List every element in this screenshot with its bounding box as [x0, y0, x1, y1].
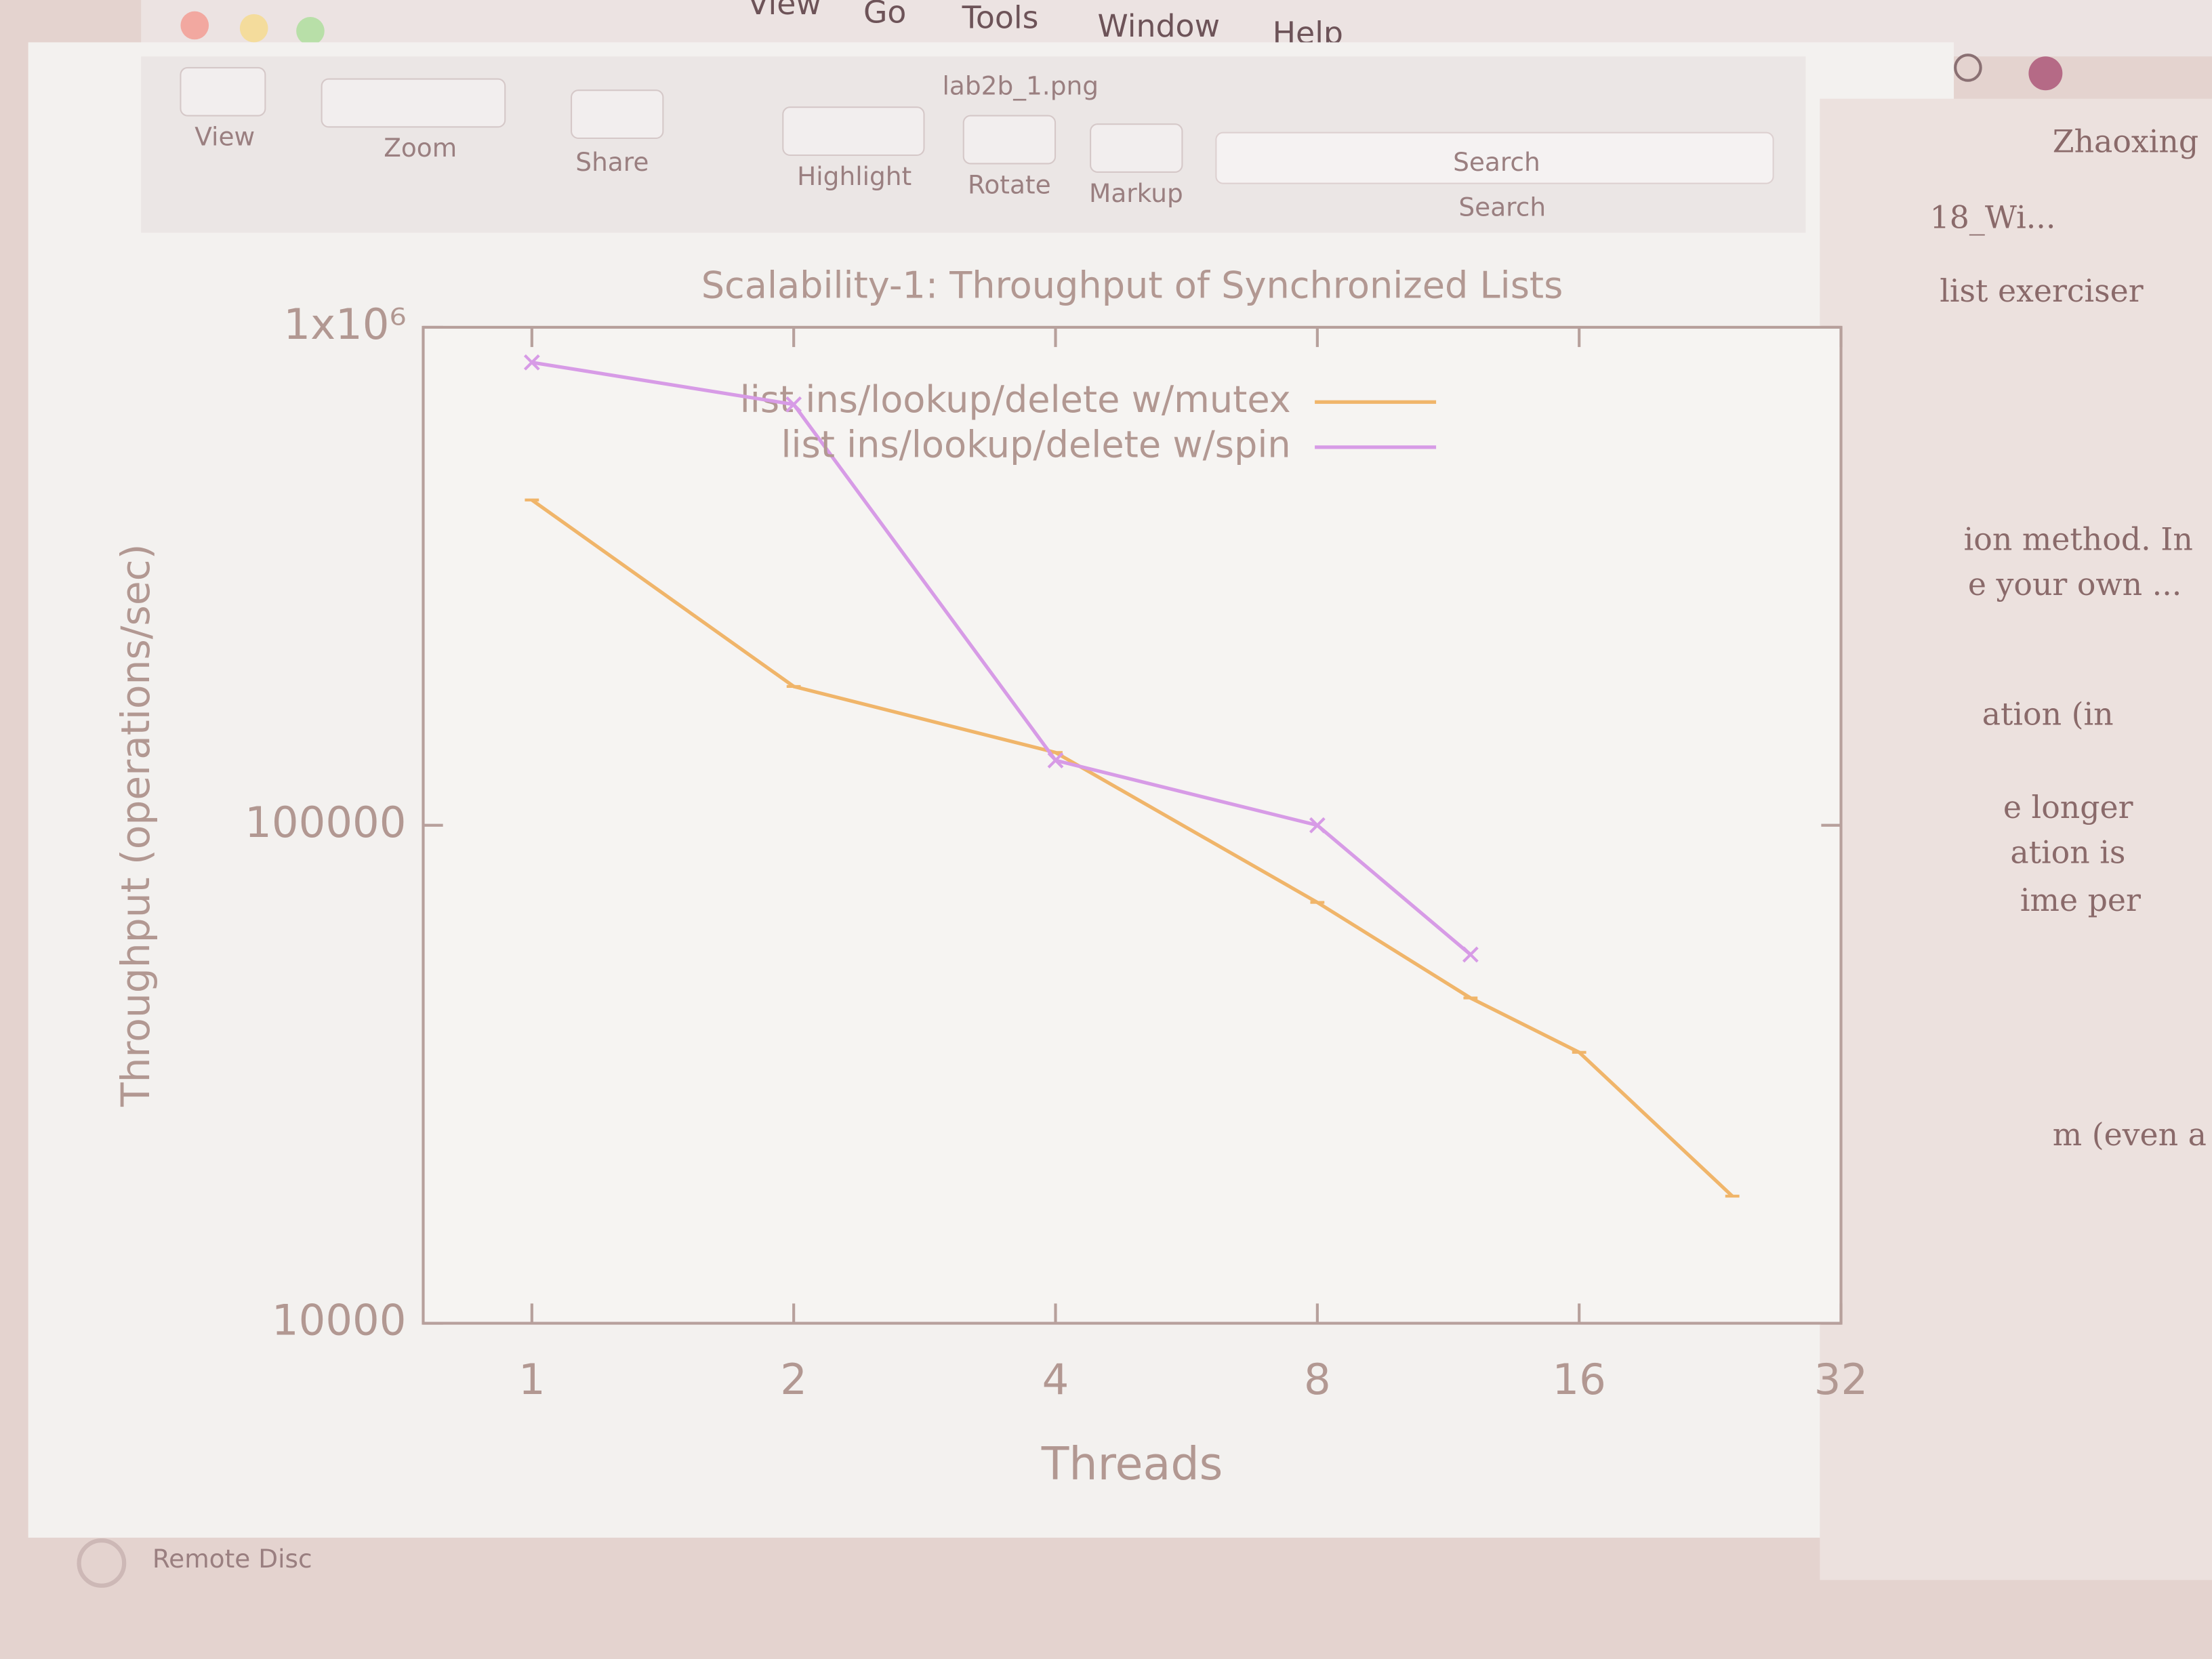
x-tick-label: 2 — [780, 1355, 807, 1404]
x-tick-label: 8 — [1304, 1355, 1331, 1404]
legend-label: list ins/lookup/delete w/mutex — [740, 378, 1291, 421]
toolbar-label: Share — [575, 147, 649, 177]
panel-line: e your own ... — [1968, 566, 2182, 602]
rotate-button[interactable] — [962, 115, 1057, 165]
minimize-button[interactable] — [239, 14, 268, 43]
y-tick-label: 1x10⁶ — [283, 300, 406, 349]
plot-frame — [422, 325, 1843, 1325]
x-tick-label: 16 — [1552, 1355, 1605, 1404]
y-axis-label: Throughput (operations/sec) — [112, 544, 159, 1107]
menu-item[interactable]: Window — [1098, 7, 1221, 44]
siri-icon[interactable] — [2028, 56, 2063, 91]
panel-line: ation (in — [1982, 695, 2114, 732]
close-button[interactable] — [180, 11, 209, 40]
menu-item[interactable]: Tools — [962, 0, 1039, 36]
data-point — [785, 396, 802, 413]
view-button[interactable] — [180, 66, 266, 117]
markup-button[interactable] — [1090, 123, 1183, 173]
y-tick-label: 10000 — [272, 1296, 407, 1345]
data-point — [1047, 752, 1064, 769]
chart-title: Scalability-1: Throughput of Synchronize… — [701, 264, 1563, 306]
toolbar-label: Markup — [1089, 178, 1183, 208]
disc-icon — [77, 1538, 127, 1588]
zoom-buttons[interactable] — [321, 78, 506, 128]
y-tick-label: 100000 — [245, 798, 406, 847]
x-tick-label: 1 — [518, 1355, 546, 1404]
menu-item[interactable]: Go — [863, 0, 906, 30]
window-title[interactable]: lab2b_1.png — [943, 71, 1099, 101]
x-tick-label: 32 — [1814, 1355, 1868, 1404]
toolbar-label: Highlight — [797, 161, 912, 191]
panel-line: ation is — [2010, 834, 2125, 870]
panel-heading: list exerciser — [1940, 272, 2143, 309]
zoom-button[interactable] — [296, 16, 325, 45]
menu-item[interactable]: View — [747, 0, 821, 22]
panel-tab[interactable]: 18_Wi... — [1930, 199, 2056, 236]
panel-line: e longer — [2003, 789, 2133, 825]
panel-line: ime per — [2020, 882, 2141, 918]
toolbar-label: Rotate — [968, 169, 1051, 199]
panel-line: m (even a — [2053, 1116, 2207, 1153]
data-point — [1309, 817, 1326, 834]
legend-label: list ins/lookup/delete w/spin — [781, 424, 1290, 466]
search-field[interactable] — [1215, 131, 1774, 184]
x-axis-label: Threads — [1041, 1437, 1223, 1490]
panel-line: ion method. In — [1964, 520, 2193, 557]
toolbar-label: Search — [1458, 192, 1546, 222]
data-point — [523, 354, 540, 371]
spotlight-icon[interactable] — [1954, 54, 1982, 82]
x-tick-label: 4 — [1042, 1355, 1069, 1404]
highlight-button[interactable] — [782, 106, 925, 157]
data-point — [1462, 946, 1479, 963]
toolbar-label: View — [194, 122, 255, 152]
search-placeholder: Search — [1453, 147, 1540, 177]
toolbar-label: Zoom — [384, 133, 457, 163]
panel-user: Zhaoxing — [2053, 123, 2198, 159]
sidebar-item[interactable]: Remote Disc — [152, 1544, 312, 1574]
chart: Scalability-1: Throughput of Synchronize… — [112, 264, 1868, 1490]
side-panel — [1820, 98, 2212, 1580]
share-button[interactable] — [571, 89, 664, 140]
